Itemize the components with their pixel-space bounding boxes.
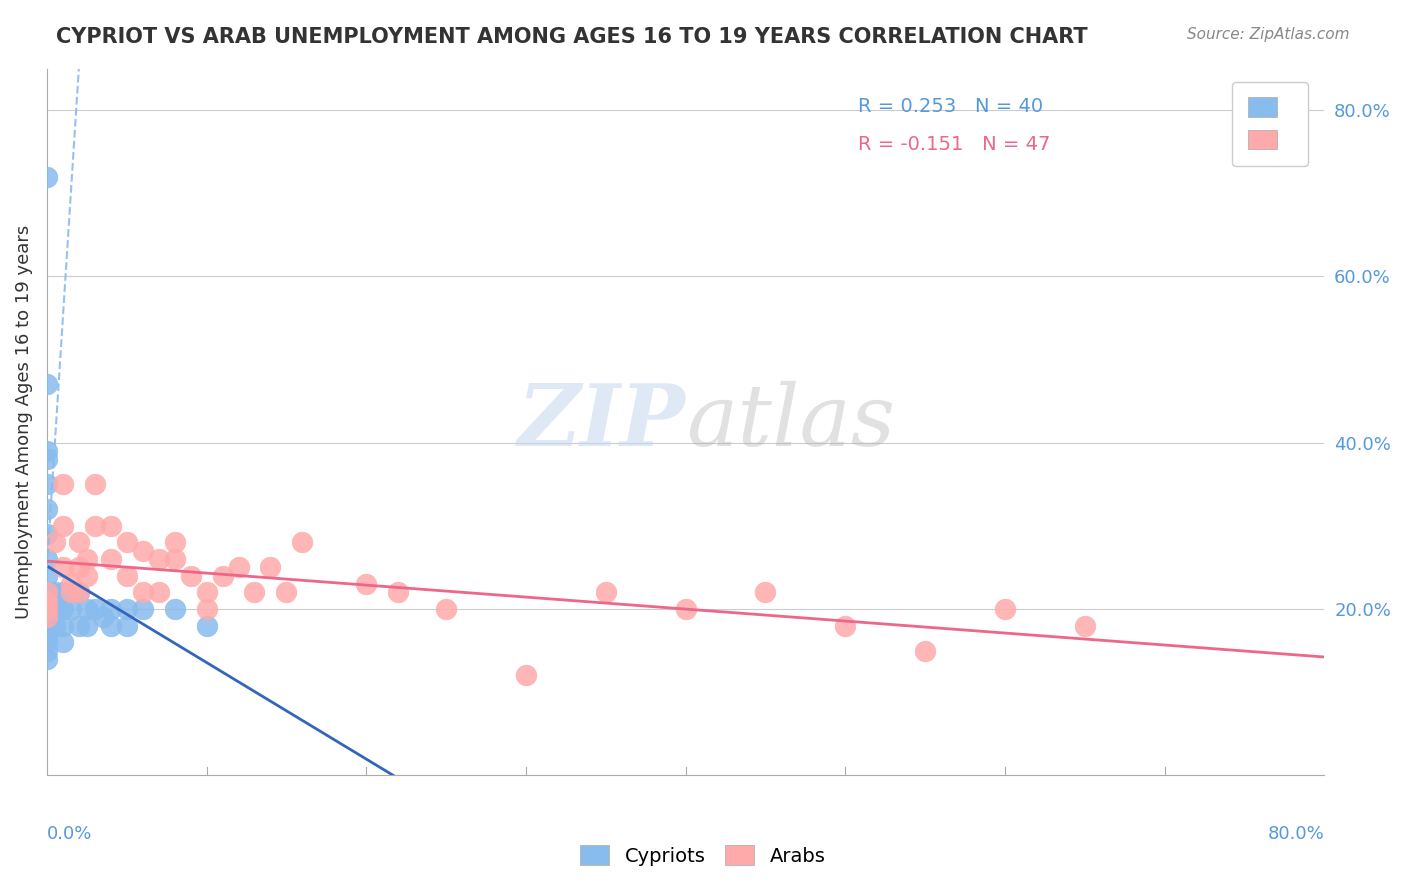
Point	[356, 577, 378, 591]
Point	[35, 602, 58, 616]
Text: Source: ZipAtlas.com: Source: ZipAtlas.com	[1187, 27, 1350, 42]
Text: CYPRIOT VS ARAB UNEMPLOYMENT AMONG AGES 16 TO 19 YEARS CORRELATION CHART: CYPRIOT VS ARAB UNEMPLOYMENT AMONG AGES …	[56, 27, 1088, 46]
Point	[100, 518, 122, 533]
Point	[76, 552, 98, 566]
Point	[834, 618, 856, 632]
Point	[52, 618, 75, 632]
Point	[131, 602, 153, 616]
Point	[100, 552, 122, 566]
Text: R = 0.253   N = 40: R = 0.253 N = 40	[858, 97, 1043, 116]
Point	[754, 585, 776, 599]
Point	[148, 552, 170, 566]
Point	[67, 560, 90, 574]
Point	[59, 577, 82, 591]
Point	[59, 602, 82, 616]
Point	[83, 518, 105, 533]
Point	[91, 610, 114, 624]
Point	[163, 552, 186, 566]
Point	[67, 585, 90, 599]
Point	[35, 627, 58, 641]
Point	[115, 602, 138, 616]
Point	[35, 610, 58, 624]
Point	[76, 568, 98, 582]
Text: R = -0.151   N = 47: R = -0.151 N = 47	[858, 135, 1050, 153]
Point	[35, 635, 58, 649]
Legend: , : ,	[1233, 82, 1309, 166]
Text: 80.0%: 80.0%	[1268, 825, 1324, 843]
Point	[35, 444, 58, 458]
Point	[76, 618, 98, 632]
Point	[52, 518, 75, 533]
Point	[83, 477, 105, 491]
Point	[35, 585, 58, 599]
Point	[195, 585, 218, 599]
Point	[115, 568, 138, 582]
Point	[131, 585, 153, 599]
Point	[35, 527, 58, 541]
Point	[52, 602, 75, 616]
Point	[276, 585, 298, 599]
Point	[195, 602, 218, 616]
Point	[35, 568, 58, 582]
Point	[148, 585, 170, 599]
Point	[83, 602, 105, 616]
Point	[259, 560, 281, 574]
Y-axis label: Unemployment Among Ages 16 to 19 years: Unemployment Among Ages 16 to 19 years	[15, 225, 32, 619]
Point	[59, 585, 82, 599]
Point	[387, 585, 409, 599]
Point	[100, 618, 122, 632]
Point	[44, 585, 66, 599]
Point	[67, 535, 90, 549]
Point	[434, 602, 457, 616]
Point	[675, 602, 697, 616]
Point	[595, 585, 617, 599]
Point	[515, 668, 537, 682]
Point	[35, 585, 58, 599]
Point	[211, 568, 233, 582]
Point	[35, 610, 58, 624]
Point	[100, 602, 122, 616]
Point	[35, 643, 58, 657]
Point	[44, 602, 66, 616]
Point	[35, 652, 58, 666]
Point	[44, 535, 66, 549]
Text: 0.0%: 0.0%	[46, 825, 93, 843]
Point	[35, 502, 58, 516]
Point	[35, 477, 58, 491]
Point	[914, 643, 936, 657]
Point	[163, 535, 186, 549]
Point	[35, 169, 58, 184]
Point	[195, 618, 218, 632]
Point	[115, 535, 138, 549]
Point	[35, 602, 58, 616]
Text: atlas: atlas	[686, 381, 894, 463]
Point	[1074, 618, 1097, 632]
Point	[163, 602, 186, 616]
Text: ZIP: ZIP	[517, 380, 686, 464]
Point	[35, 618, 58, 632]
Point	[243, 585, 266, 599]
Point	[35, 377, 58, 392]
Point	[52, 560, 75, 574]
Point	[67, 618, 90, 632]
Point	[35, 452, 58, 467]
Point	[35, 552, 58, 566]
Point	[115, 618, 138, 632]
Point	[52, 635, 75, 649]
Point	[35, 593, 58, 607]
Point	[180, 568, 202, 582]
Point	[291, 535, 314, 549]
Point	[131, 543, 153, 558]
Point	[67, 585, 90, 599]
Point	[35, 602, 58, 616]
Point	[228, 560, 250, 574]
Point	[35, 585, 58, 599]
Point	[76, 602, 98, 616]
Point	[52, 477, 75, 491]
Point	[44, 618, 66, 632]
Point	[52, 585, 75, 599]
Legend: Cypriots, Arabs: Cypriots, Arabs	[572, 838, 834, 873]
Point	[994, 602, 1017, 616]
